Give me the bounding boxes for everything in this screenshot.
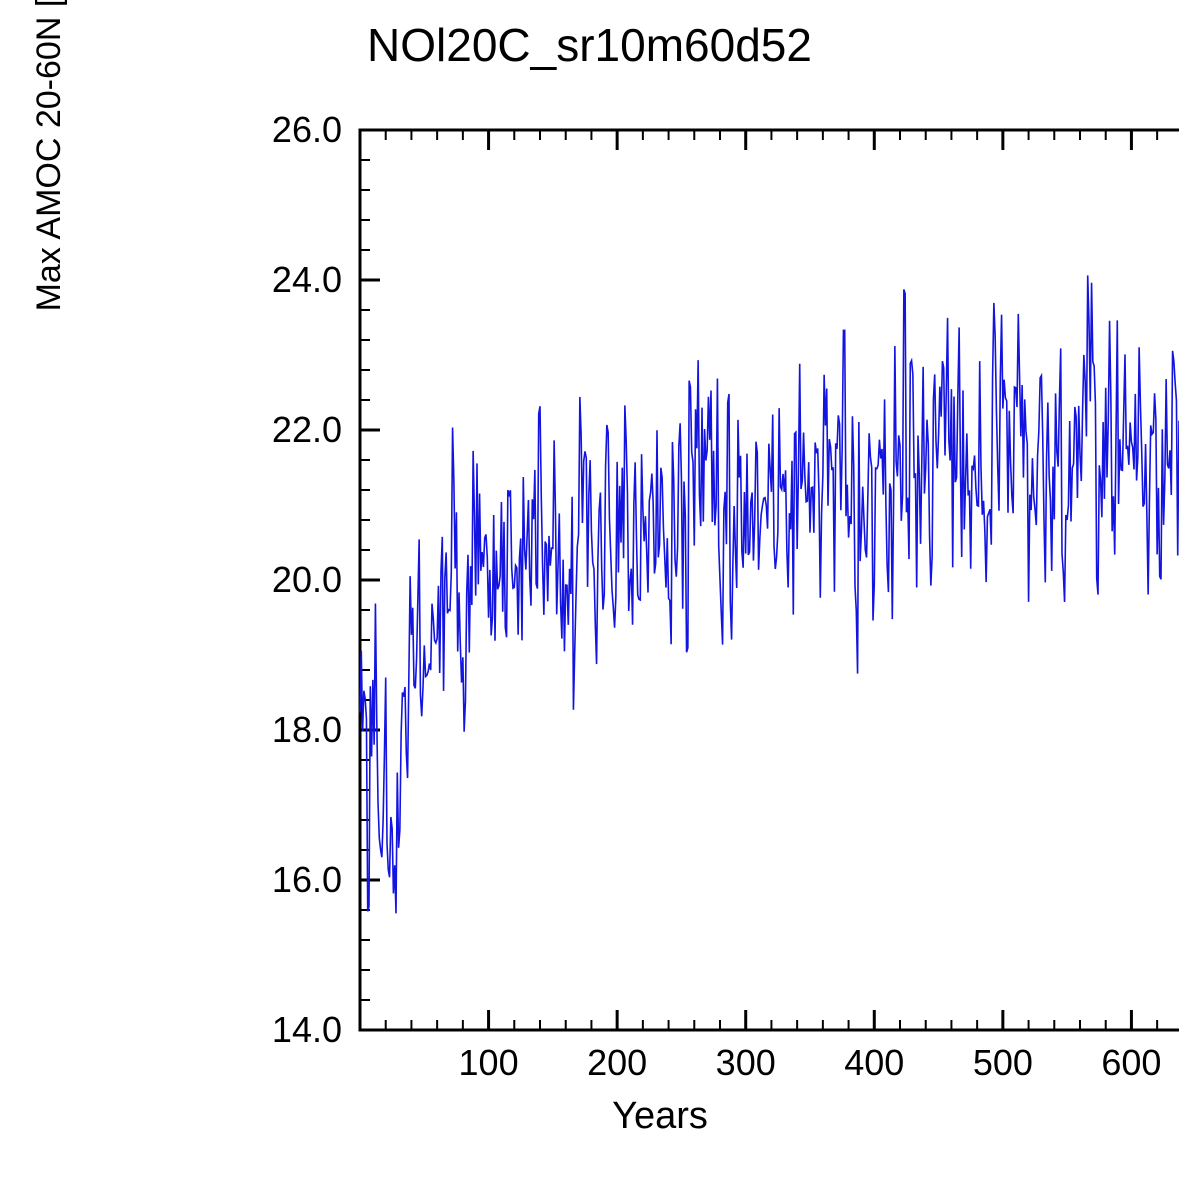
svg-text:16.0: 16.0 (272, 859, 342, 900)
svg-text:18.0: 18.0 (272, 709, 342, 750)
svg-text:300: 300 (716, 1042, 776, 1083)
svg-text:400: 400 (844, 1042, 904, 1083)
svg-text:600: 600 (1101, 1042, 1161, 1083)
svg-text:24.0: 24.0 (272, 259, 342, 300)
chart-container: NOl20C_sr10m60d52 Max AMOC 20-60N [Sv] Y… (0, 0, 1179, 1179)
svg-text:26.0: 26.0 (272, 109, 342, 150)
svg-text:500: 500 (973, 1042, 1033, 1083)
svg-text:20.0: 20.0 (272, 559, 342, 600)
svg-text:100: 100 (459, 1042, 519, 1083)
y-axis-label: Max AMOC 20-60N [Sv] (30, 0, 70, 580)
plot-area: 10020030040050060070014.016.018.020.022.… (210, 130, 1110, 1030)
svg-text:200: 200 (587, 1042, 647, 1083)
svg-text:14.0: 14.0 (272, 1009, 342, 1050)
svg-text:22.0: 22.0 (272, 409, 342, 450)
chart-title: NOl20C_sr10m60d52 (0, 18, 1179, 72)
line-plot-svg[interactable]: 10020030040050060070014.016.018.020.022.… (190, 120, 1179, 1100)
x-axis-label: Years (210, 1095, 1110, 1138)
